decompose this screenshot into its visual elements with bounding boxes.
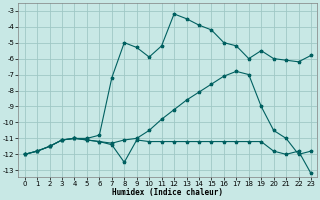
X-axis label: Humidex (Indice chaleur): Humidex (Indice chaleur)	[112, 188, 223, 197]
